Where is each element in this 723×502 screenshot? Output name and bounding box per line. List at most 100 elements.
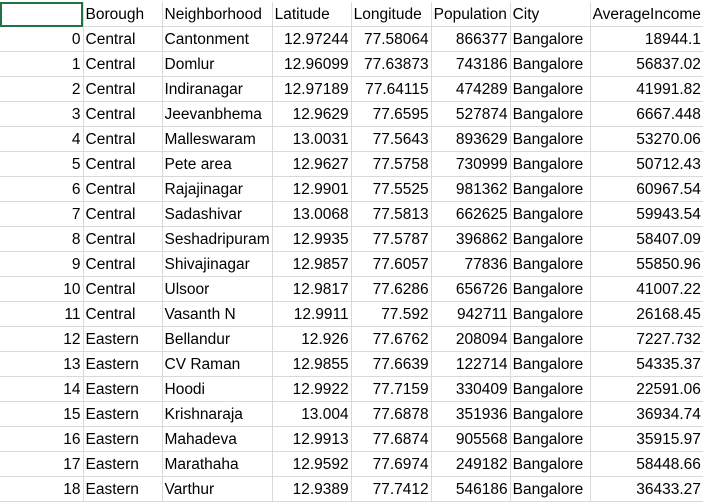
cell-index[interactable]: 14 [0,376,84,402]
cell-longitude[interactable]: 77.5787 [351,226,432,252]
cell-index[interactable]: 4 [0,126,84,152]
cell-latitude[interactable]: 12.9817 [272,276,352,302]
cell-index[interactable]: 13 [0,351,84,377]
cell-longitude[interactable]: 77.6974 [351,451,432,477]
cell-average-income[interactable]: 36934.74 [590,401,703,427]
cell-index[interactable]: 9 [0,251,84,277]
cell-average-income[interactable]: 53270.06 [590,126,703,152]
cell-longitude[interactable]: 77.6874 [351,426,432,452]
cell-average-income[interactable]: 22591.06 [590,376,703,402]
cell-borough[interactable]: Central [83,51,163,77]
cell-population[interactable]: 396862 [431,226,511,252]
cell-city[interactable]: Bangalore [510,351,591,377]
cell-borough[interactable]: Eastern [83,351,163,377]
cell-index[interactable]: 8 [0,226,84,252]
cell-index[interactable]: 16 [0,426,84,452]
cell-city[interactable]: Bangalore [510,476,591,502]
cell-neighborhood[interactable]: Bellandur [162,326,273,352]
cell-average-income[interactable]: 41991.82 [590,76,703,102]
cell-longitude[interactable]: 77.6639 [351,351,432,377]
cell-borough[interactable]: Central [83,151,163,177]
cell-average-income[interactable]: 26168.45 [590,301,703,327]
cell-average-income[interactable]: 35915.97 [590,426,703,452]
header-cell-index[interactable] [0,2,84,27]
cell-population[interactable]: 743186 [431,51,511,77]
cell-borough[interactable]: Central [83,201,163,227]
cell-city[interactable]: Bangalore [510,426,591,452]
cell-index[interactable]: 2 [0,76,84,102]
cell-borough[interactable]: Central [83,126,163,152]
cell-latitude[interactable]: 12.9911 [272,301,352,327]
cell-latitude[interactable]: 12.9389 [272,476,352,502]
header-cell-city[interactable]: City [510,2,591,27]
cell-borough[interactable]: Eastern [83,326,163,352]
cell-borough[interactable]: Central [83,251,163,277]
cell-neighborhood[interactable]: Hoodi [162,376,273,402]
cell-population[interactable]: 77836 [431,251,511,277]
cell-longitude[interactable]: 77.6878 [351,401,432,427]
cell-latitude[interactable]: 12.9592 [272,451,352,477]
cell-average-income[interactable]: 55850.96 [590,251,703,277]
cell-borough[interactable]: Eastern [83,451,163,477]
cell-city[interactable]: Bangalore [510,401,591,427]
cell-neighborhood[interactable]: Ulsoor [162,276,273,302]
cell-borough[interactable]: Eastern [83,376,163,402]
cell-latitude[interactable]: 12.926 [272,326,352,352]
cell-population[interactable]: 474289 [431,76,511,102]
cell-borough[interactable]: Eastern [83,476,163,502]
cell-neighborhood[interactable]: Cantonment [162,26,273,52]
cell-longitude[interactable]: 77.6286 [351,276,432,302]
cell-latitude[interactable]: 13.0031 [272,126,352,152]
cell-population[interactable]: 730999 [431,151,511,177]
cell-borough[interactable]: Central [83,176,163,202]
cell-borough[interactable]: Central [83,101,163,127]
cell-longitude[interactable]: 77.5525 [351,176,432,202]
cell-average-income[interactable]: 7227.732 [590,326,703,352]
cell-city[interactable]: Bangalore [510,126,591,152]
cell-index[interactable]: 7 [0,201,84,227]
cell-neighborhood[interactable]: Pete area [162,151,273,177]
cell-population[interactable]: 662625 [431,201,511,227]
header-cell-latitude[interactable]: Latitude [272,2,352,27]
cell-city[interactable]: Bangalore [510,451,591,477]
cell-city[interactable]: Bangalore [510,201,591,227]
cell-city[interactable]: Bangalore [510,276,591,302]
cell-population[interactable]: 656726 [431,276,511,302]
cell-population[interactable]: 546186 [431,476,511,502]
cell-longitude[interactable]: 77.6057 [351,251,432,277]
cell-average-income[interactable]: 60967.54 [590,176,703,202]
cell-city[interactable]: Bangalore [510,326,591,352]
cell-borough[interactable]: Eastern [83,401,163,427]
cell-city[interactable]: Bangalore [510,301,591,327]
cell-neighborhood[interactable]: Vasanth N [162,301,273,327]
cell-population[interactable]: 893629 [431,126,511,152]
header-cell-average-income[interactable]: AverageIncome [590,2,703,27]
cell-latitude[interactable]: 12.9922 [272,376,352,402]
header-cell-population[interactable]: Population [431,2,511,27]
cell-index[interactable]: 11 [0,301,84,327]
cell-city[interactable]: Bangalore [510,151,591,177]
cell-population[interactable]: 351936 [431,401,511,427]
cell-neighborhood[interactable]: Malleswaram [162,126,273,152]
cell-city[interactable]: Bangalore [510,226,591,252]
cell-latitude[interactable]: 12.9855 [272,351,352,377]
cell-population[interactable]: 249182 [431,451,511,477]
cell-population[interactable]: 981362 [431,176,511,202]
cell-neighborhood[interactable]: Indiranagar [162,76,273,102]
cell-latitude[interactable]: 12.9627 [272,151,352,177]
cell-population[interactable]: 527874 [431,101,511,127]
cell-longitude[interactable]: 77.6762 [351,326,432,352]
cell-city[interactable]: Bangalore [510,376,591,402]
cell-average-income[interactable]: 50712.43 [590,151,703,177]
cell-latitude[interactable]: 13.0068 [272,201,352,227]
cell-population[interactable]: 866377 [431,26,511,52]
cell-index[interactable]: 17 [0,451,84,477]
cell-longitude[interactable]: 77.5758 [351,151,432,177]
cell-index[interactable]: 6 [0,176,84,202]
cell-longitude[interactable]: 77.7159 [351,376,432,402]
cell-city[interactable]: Bangalore [510,176,591,202]
cell-population[interactable]: 330409 [431,376,511,402]
cell-average-income[interactable]: 18944.1 [590,26,703,52]
cell-average-income[interactable]: 41007.22 [590,276,703,302]
cell-neighborhood[interactable]: Rajajinagar [162,176,273,202]
